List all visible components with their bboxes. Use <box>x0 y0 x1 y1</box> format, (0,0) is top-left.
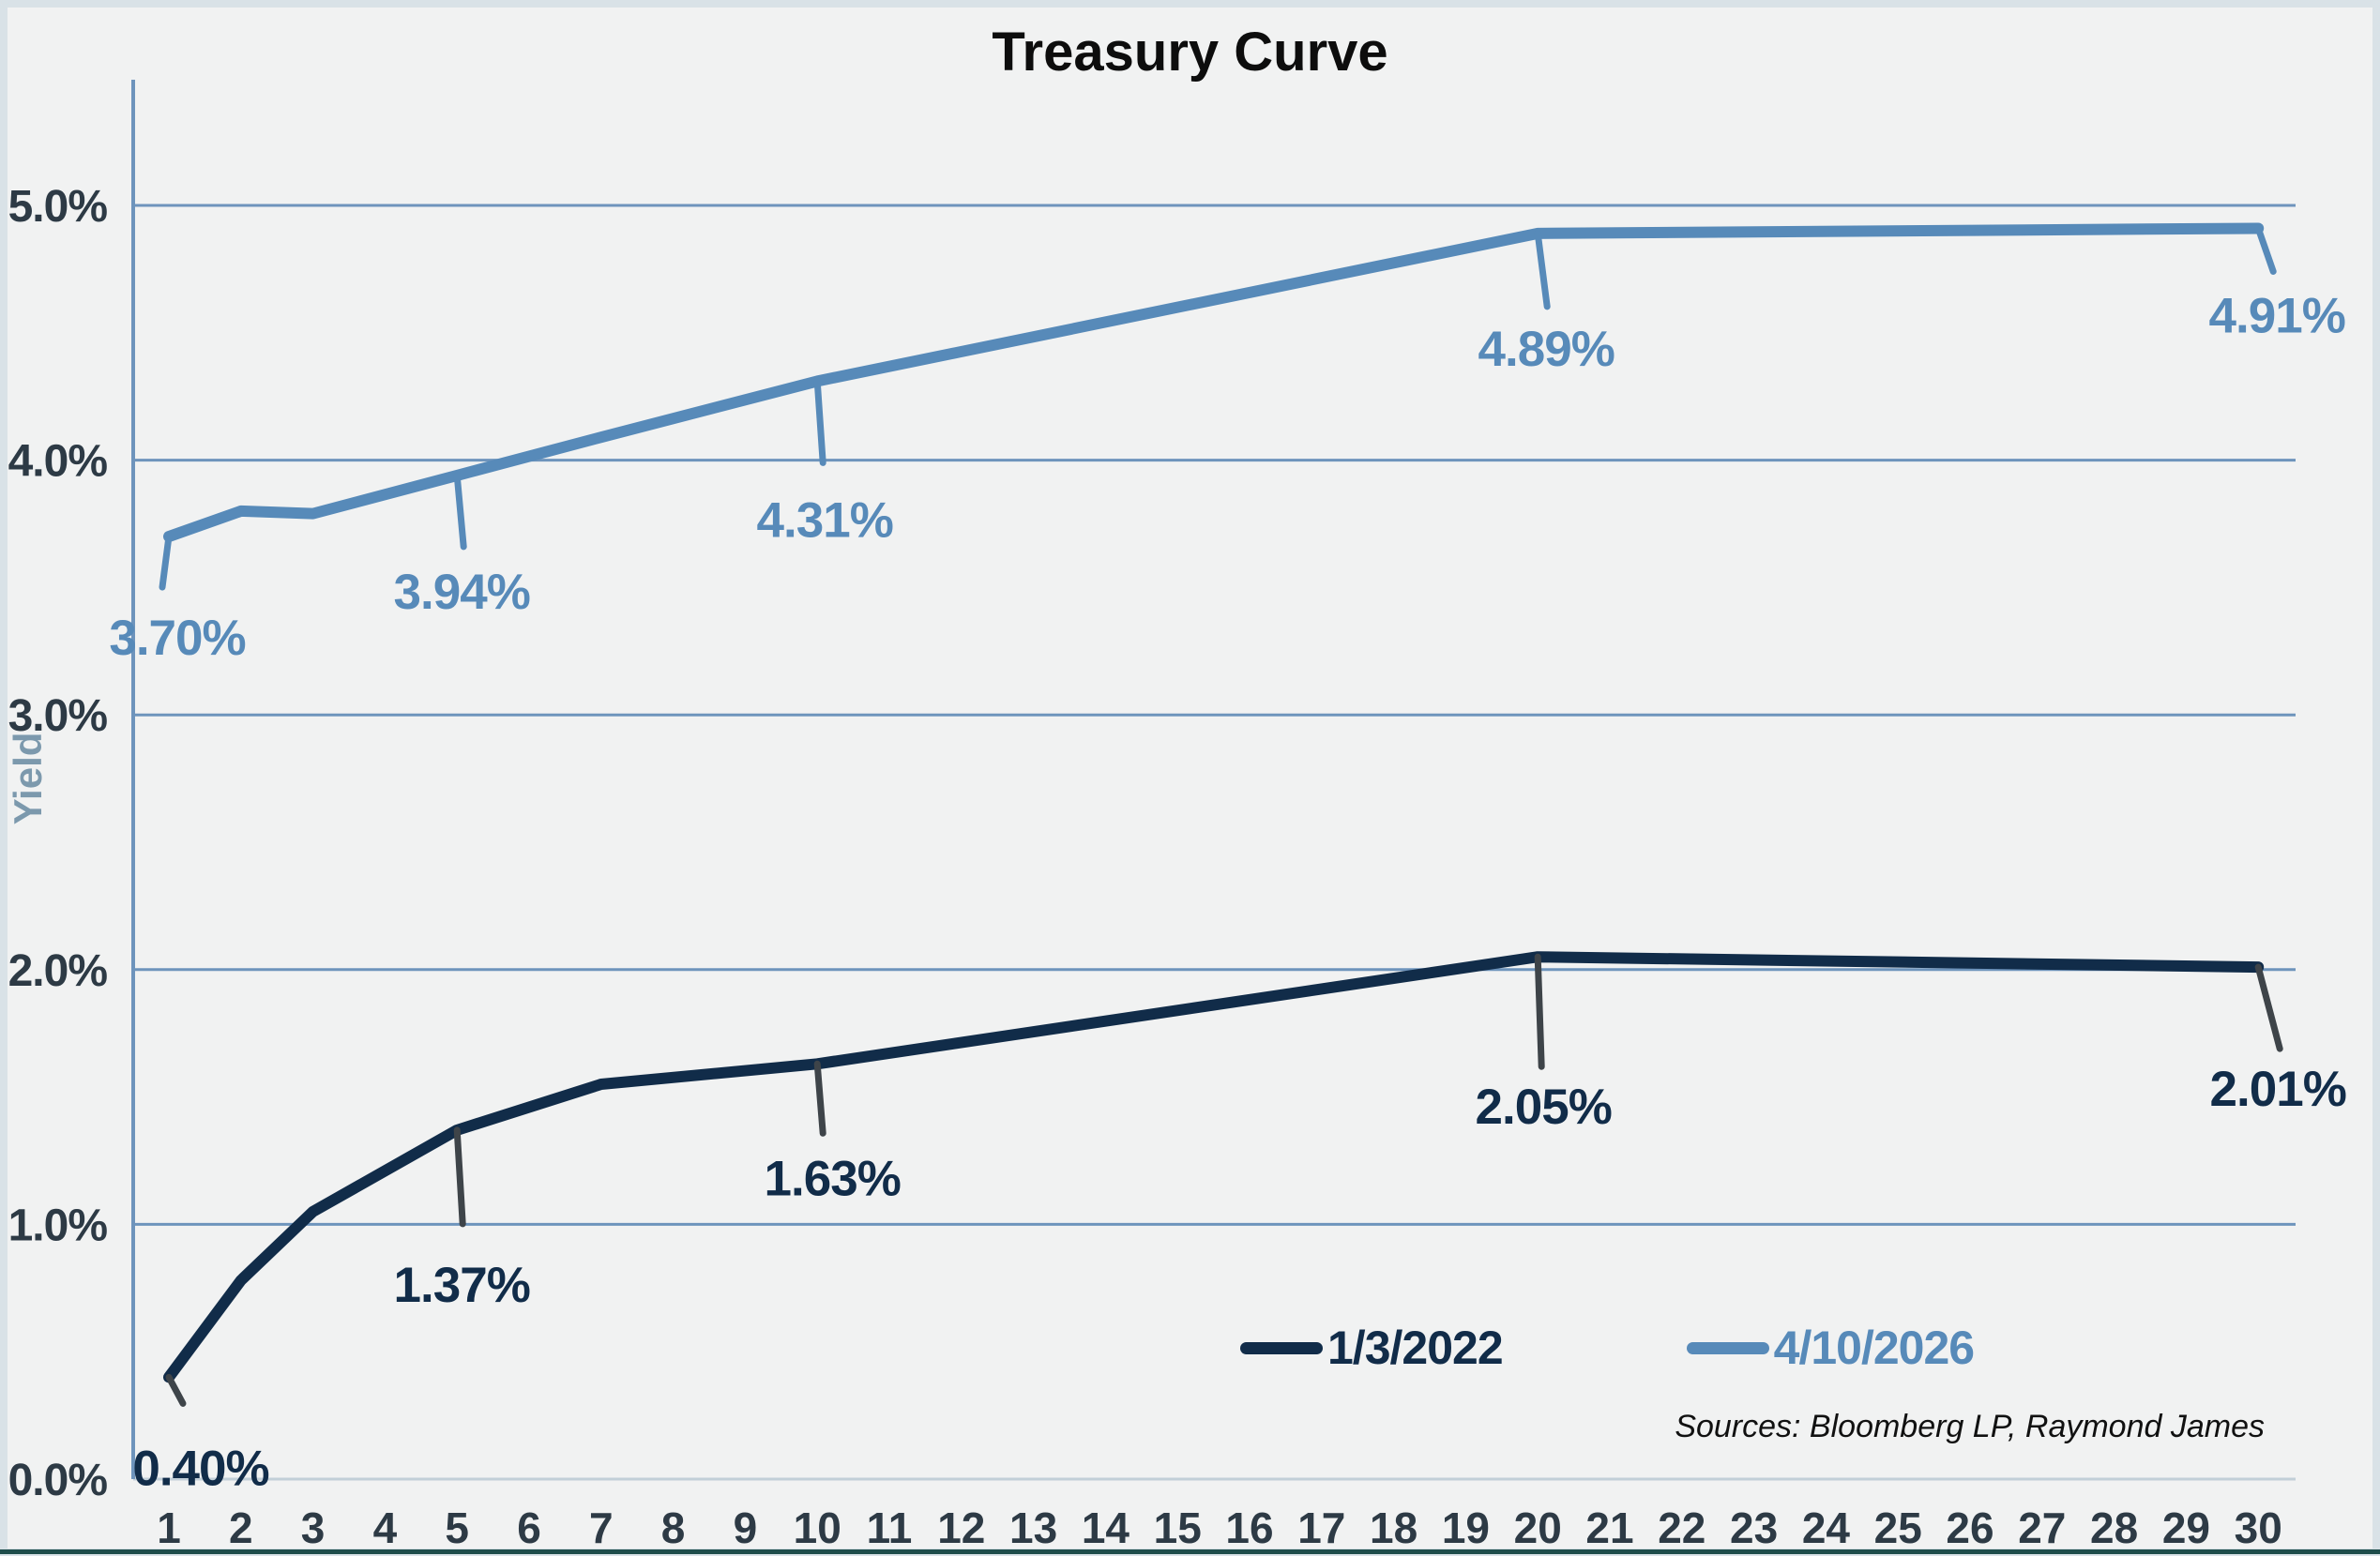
legend: 1/3/2022 4/10/2026 <box>1240 1321 1975 1375</box>
y-tick-label: 5.0% <box>8 182 108 232</box>
frame-border-bottom-accent <box>0 1549 2380 1554</box>
legend-label: 1/3/2022 <box>1327 1322 1504 1374</box>
x-tick-label: 5 <box>445 1503 469 1552</box>
x-tick-label: 19 <box>1442 1503 1490 1552</box>
legend-item-2022: 1/3/2022 <box>1240 1321 1504 1375</box>
x-tick-label: 23 <box>1730 1503 1778 1552</box>
legend-dash-icon <box>1240 1341 1323 1354</box>
x-tick-label: 21 <box>1585 1503 1633 1552</box>
data-label: 3.94% <box>394 565 530 620</box>
x-tick-label: 10 <box>794 1503 841 1552</box>
legend-dash-icon <box>1686 1341 1769 1354</box>
data-label: 4.89% <box>1478 322 1614 377</box>
x-tick-label: 24 <box>1802 1503 1851 1552</box>
frame-border-left <box>0 0 8 1556</box>
y-tick-label: 2.0% <box>8 946 108 996</box>
x-tick-label: 2 <box>229 1503 253 1552</box>
data-label-leader <box>453 472 467 551</box>
x-tick-label: 6 <box>517 1503 541 1552</box>
data-label-leader <box>2254 224 2277 275</box>
data-label: 4.31% <box>757 492 893 548</box>
legend-item-2026: 4/10/2026 <box>1686 1321 1975 1375</box>
data-label-leader <box>453 1126 466 1228</box>
y-tick-label: 0.0% <box>8 1456 108 1505</box>
data-label-leader <box>1534 230 1551 310</box>
x-tick-label: 11 <box>867 1503 913 1552</box>
y-axis-title: Yield <box>6 732 50 825</box>
x-tick-label: 17 <box>1297 1503 1345 1552</box>
x-tick-label: 16 <box>1225 1503 1273 1552</box>
frame-border-right <box>2372 0 2380 1556</box>
x-tick-label: 9 <box>734 1503 758 1552</box>
x-tick-label: 26 <box>1946 1503 1993 1552</box>
frame-border-top <box>0 0 2380 8</box>
x-tick-label: 14 <box>1082 1503 1130 1552</box>
data-label-leader <box>1534 953 1545 1070</box>
x-tick-label: 25 <box>1874 1503 1922 1552</box>
chart-title: Treasury Curve <box>992 22 1388 83</box>
data-label-leader <box>159 533 173 591</box>
x-tick-label: 13 <box>1009 1503 1057 1552</box>
x-tick-label: 27 <box>2018 1503 2066 1552</box>
x-tick-label: 8 <box>661 1503 686 1552</box>
data-label: 3.70% <box>109 611 245 666</box>
data-label-leader <box>813 377 826 466</box>
x-tick-label: 3 <box>301 1503 326 1552</box>
data-label: 2.01% <box>2210 1062 2346 1117</box>
data-label: 0.40% <box>132 1441 268 1496</box>
x-tick-label: 1 <box>157 1503 181 1552</box>
x-tick-label: 7 <box>589 1503 614 1552</box>
data-label: 1.37% <box>394 1258 530 1313</box>
legend-label: 4/10/2026 <box>1773 1322 1975 1374</box>
data-label-leader <box>2254 963 2283 1052</box>
x-tick-label: 12 <box>937 1503 985 1552</box>
x-tick-label: 20 <box>1514 1503 1562 1552</box>
data-label: 1.63% <box>765 1151 901 1206</box>
series-line-1-3-2022 <box>163 951 2265 1383</box>
y-tick-label: 4.0% <box>8 437 108 487</box>
x-tick-label: 29 <box>2162 1503 2210 1552</box>
x-tick-label: 4 <box>373 1503 398 1552</box>
x-tick-label: 18 <box>1370 1503 1417 1552</box>
x-tick-label: 28 <box>2090 1503 2138 1552</box>
y-tick-label: 1.0% <box>8 1201 108 1250</box>
x-tick-label: 30 <box>2235 1503 2282 1552</box>
x-tick-label: 22 <box>1658 1503 1705 1552</box>
data-label-leader <box>813 1060 826 1137</box>
data-label: 2.05% <box>1476 1080 1612 1135</box>
data-label: 4.91% <box>2209 288 2345 343</box>
series-line-4-10-2026 <box>163 222 2265 543</box>
sources-note: Sources: Bloomberg LP, Raymond James <box>1675 1409 2265 1444</box>
y-tick-label: 3.0% <box>8 691 108 741</box>
x-tick-label: 15 <box>1154 1503 1202 1552</box>
data-label-leader <box>165 1373 187 1407</box>
